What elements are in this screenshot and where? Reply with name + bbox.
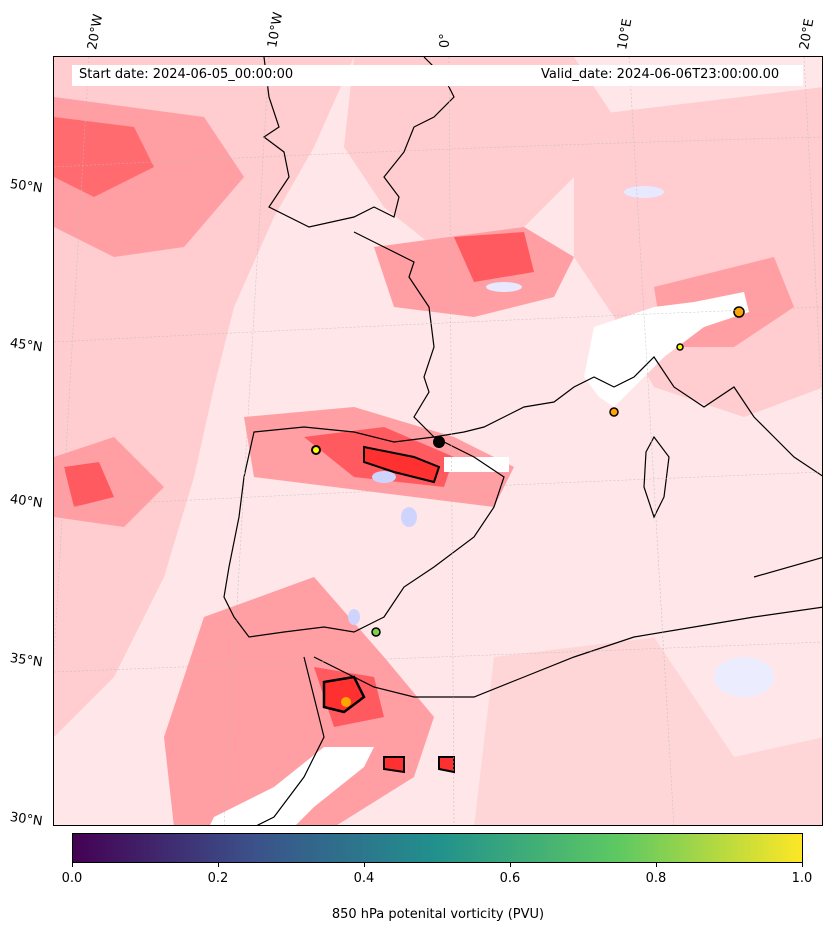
coastlines (223, 57, 822, 825)
colorbar-ticklabel: 0.0 (61, 871, 83, 886)
terrain-masked-areas (210, 292, 749, 825)
valid-date-label: Valid_date: 2024-06-06T23:00:00.00 (541, 67, 780, 82)
start-date-label: Start date: 2024-06-05_00:00:00 (79, 67, 294, 82)
colorbar-tick (218, 863, 219, 867)
lon-label-20e: 20°E (797, 17, 818, 52)
colorbar-ticklabel: 0.4 (353, 871, 375, 886)
colorbar-ticklabel: 0.2 (207, 871, 229, 886)
corsica-sardinia (643, 435, 670, 519)
iberia-coast (223, 426, 505, 638)
colorbar-tick (656, 863, 657, 867)
map-panel (53, 56, 823, 826)
date-header (72, 65, 803, 86)
map-field (54, 57, 822, 825)
sicily-coast (753, 556, 822, 578)
west-iberia-core (64, 462, 114, 507)
colorbar-tick (510, 863, 511, 867)
colorbar-tick (72, 863, 73, 867)
colorbar (72, 833, 803, 863)
lat-label-50n: 50°N (8, 177, 44, 197)
france-italy-coast (353, 231, 822, 477)
pv-negative-patches (348, 186, 774, 697)
lon-label-10w: 10°W (265, 11, 287, 50)
pv-max-contours (311, 306, 745, 774)
north-sea-pv (344, 57, 614, 257)
colorbar-ticklabel: 0.6 (499, 871, 521, 886)
colorbar-ticklabel: 0.8 (645, 871, 667, 886)
atlantic-pv-core (54, 117, 154, 197)
graticule (54, 57, 822, 825)
lon-label-0: 0° (438, 33, 453, 48)
france-pv-core (454, 232, 534, 282)
morocco-atlantic-coast (256, 656, 325, 825)
lat-label-35n: 35°N (8, 651, 44, 671)
gibraltar-pv (164, 577, 434, 825)
great-britain-coast (262, 57, 455, 228)
lat-label-30n: 30°N (8, 810, 44, 830)
lat-label-45n: 45°N (8, 336, 44, 356)
colorbar-title: 850 hPa potenital vorticity (PVU) (331, 907, 545, 922)
lon-label-10e: 10°E (615, 17, 636, 52)
colorbar-tick (364, 863, 365, 867)
north-africa-coast (313, 606, 822, 698)
lat-label-40n: 40°N (8, 492, 44, 512)
lon-label-20w: 20°W (85, 13, 107, 52)
colorbar-ticklabel: 1.0 (791, 871, 813, 886)
colorbar-tick (802, 863, 803, 867)
